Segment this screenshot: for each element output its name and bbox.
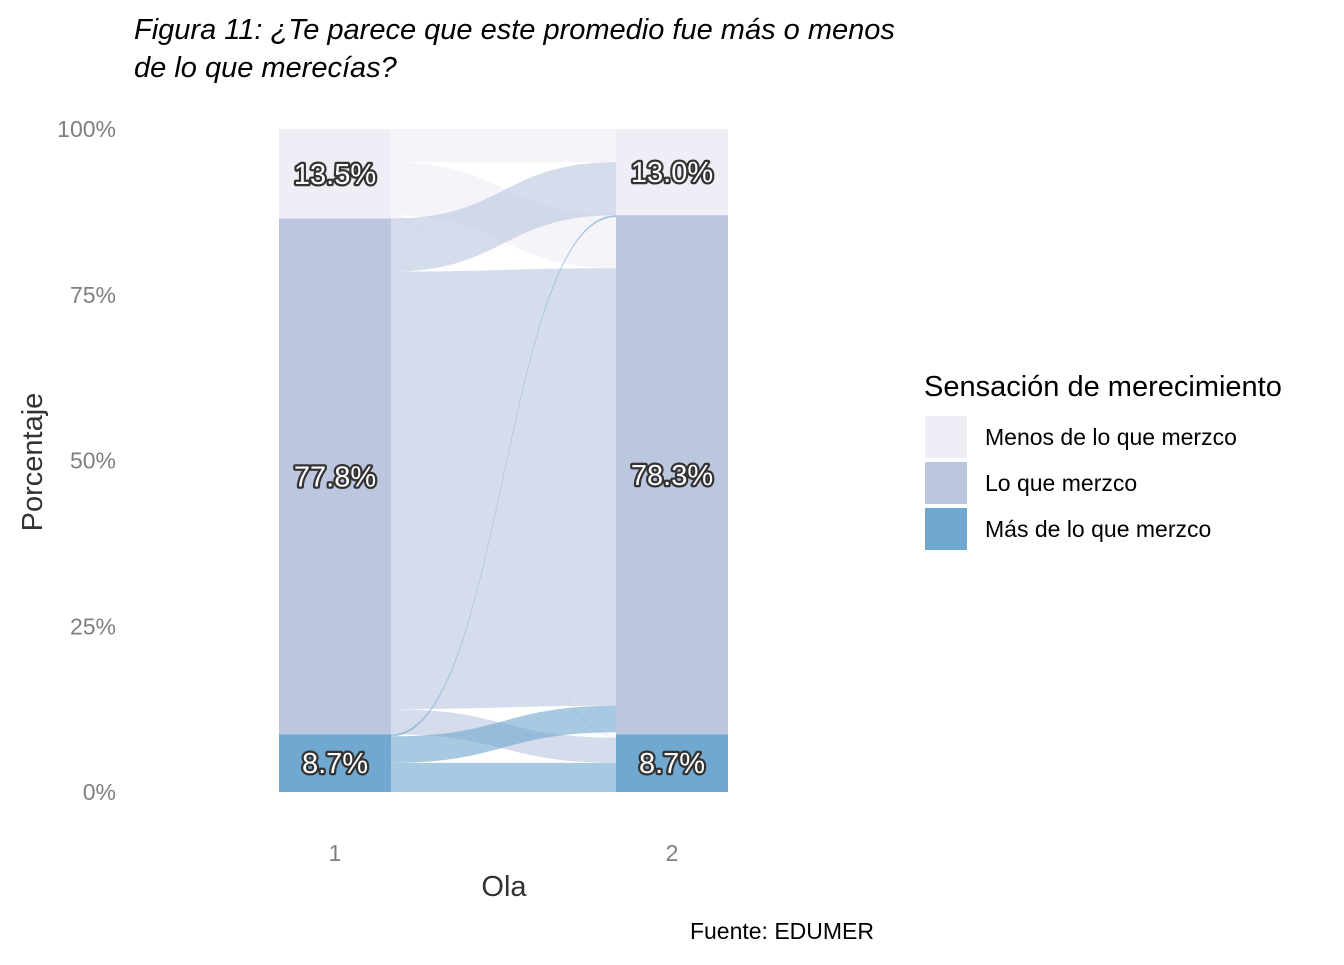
bar-value-label: 78.3% [631, 460, 713, 492]
bar-segment [279, 734, 391, 792]
y-axis-title: Porcentaje [17, 393, 49, 532]
legend-entry-label: Menos de lo que merzco [985, 424, 1237, 450]
bar-segment [279, 218, 391, 735]
y-tick-label: 25% [70, 613, 116, 639]
bar-value-label: 8.7% [302, 748, 368, 780]
legend-title: Sensación de merecimiento [924, 371, 1282, 403]
legend-key [925, 462, 967, 504]
x-axis-title: Ola [481, 871, 527, 903]
bar-segment [279, 129, 391, 219]
bar-value-label: 13.0% [631, 157, 713, 189]
flow-band [391, 268, 616, 710]
chart-title-line: Figura 11: ¿Te parece que este promedio … [134, 14, 895, 46]
chart-caption: Fuente: EDUMER [690, 918, 874, 944]
stacked-bars [279, 129, 728, 792]
flow-band [391, 162, 616, 272]
y-tick-label: 100% [57, 116, 116, 142]
bar-value-label: 13.5% [294, 159, 376, 191]
y-tick-label: 0% [83, 779, 116, 805]
chart-title: Figura 11: ¿Te parece que este promedio … [134, 14, 895, 84]
x-tick-label: 1 [329, 840, 342, 866]
legend: Sensación de merecimiento Menos de lo qu… [924, 371, 1282, 550]
bar-value-label: 77.8% [294, 461, 376, 493]
bar-labels: 13.5% 77.8% 8.7% 13.0% 78.3% 8.7% [292, 155, 716, 783]
legend-entry-label: Más de lo que merzco [985, 516, 1211, 542]
legend-key [925, 508, 967, 550]
bar-value-label: 8.7% [639, 748, 705, 780]
flow-band [391, 705, 616, 763]
flow-band [391, 762, 616, 792]
y-tick-label: 50% [70, 448, 116, 474]
flows [391, 129, 616, 792]
y-tick-label: 75% [70, 282, 116, 308]
chart-title-line: de lo que merecías? [134, 52, 398, 84]
bar-segment [616, 734, 728, 792]
bar-segment [616, 129, 728, 216]
y-axis-ticks: 0% 25% 50% 75% 100% [57, 116, 116, 805]
flow-band [391, 215, 616, 737]
legend-entry-label: Lo que merzco [985, 470, 1137, 496]
flow-band [391, 129, 616, 163]
x-tick-label: 2 [666, 840, 679, 866]
bar-segment [616, 215, 728, 735]
legend-key [925, 416, 967, 458]
